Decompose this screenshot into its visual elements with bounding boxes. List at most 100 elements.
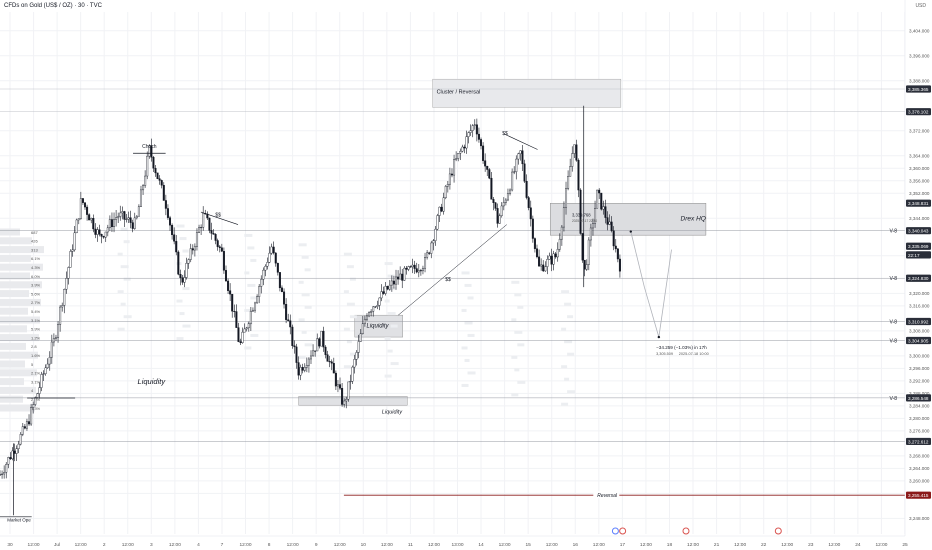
level-label: V-8 [889,319,897,325]
candle-body [108,219,111,229]
time-tick-label: 13:00 [451,542,463,548]
candle-body [131,222,134,229]
candle-body [357,341,360,353]
profile-label: 5 [31,362,34,367]
candle-body [424,257,427,269]
drex-label: Drex HQ [681,215,706,222]
cluster-bar [567,390,576,394]
candle-body [30,407,33,425]
candle-body [235,311,238,328]
price-axis[interactable]: 3,404.000 3,396.000 3,388.000 3,372.000 3,36… [904,0,932,550]
candle-body [328,361,331,363]
candle-body [486,165,489,170]
candle-body [585,264,588,270]
candle-body [256,296,259,304]
time-tick-label: 18 [667,542,673,548]
price-tag-label: 3,272.612 [908,439,929,444]
candle-body [59,306,62,325]
candle-body [542,264,545,272]
candle-body [113,219,116,228]
candle-body [86,206,89,215]
candle-body [231,293,234,312]
time-tick-label: Jul [54,542,60,548]
candles [0,105,621,516]
candle-body [1,473,4,475]
cluster-bar [514,368,520,372]
price-tag-label: 3,255.415 [908,493,929,498]
time-tick-label: 15 [525,542,531,548]
price-tag [906,336,931,345]
candle-body [554,253,557,258]
dollar-label-1: $$ [215,212,221,218]
candle-body [426,252,429,258]
candle-body [169,217,172,226]
candle-body [334,372,337,387]
cluster-bar [247,283,256,287]
time-tick-label: 24 [855,542,861,548]
candle-body [320,330,323,347]
candle-body [535,248,538,258]
cluster-bar [564,302,572,306]
cluster-bar [301,255,309,259]
candle-body [612,230,615,247]
candle-body [88,214,91,221]
price-tick-label: 3,248.000 [909,516,930,521]
profile-label: 1.2% [31,335,41,340]
event-icon [611,527,619,535]
candle-body [110,219,113,228]
price-tick-label: 3,264.000 [909,466,930,471]
candle-body [84,202,87,208]
cluster-bar [467,296,474,300]
candle-body [322,330,325,348]
price-tick-label: 3,268.000 [909,454,930,459]
profile-label: 4 [31,388,34,393]
candle-body [280,287,283,293]
candle-body [21,426,24,435]
candle-body [222,251,225,271]
price-tick-label: 3,260.000 [909,479,930,484]
profile-bar [0,237,32,245]
cluster-bar [182,287,190,291]
candle-body [376,305,379,307]
candle-body [453,159,456,176]
cluster-bar [387,349,393,353]
candle-body [351,366,354,382]
candle-body [237,327,240,342]
level-label: V-8 [889,396,897,402]
candle-body [220,247,223,252]
candle-body [115,217,118,220]
candle-body [249,310,252,324]
candle-body [90,218,93,221]
candle-body [602,206,605,210]
profile-label: 2.7% [31,300,41,305]
projection-start-point [629,230,632,233]
time-axis[interactable]: 30 12:00 Jul 12:00 2 12:00 3 12:00 4 7 12:00 8 12:00… [0,527,932,550]
candle-body [477,133,480,140]
sweep-line-2 [503,133,538,150]
candle-body [23,426,26,429]
price-tag [906,227,931,235]
candle-body [272,246,275,254]
candle-body [195,232,198,247]
cluster-bar [346,265,354,269]
price-tag [906,317,931,326]
cluster-bar [514,330,523,334]
projection-target-point [657,335,661,339]
candle-body [490,177,493,200]
candle-body [173,234,176,242]
price-tag [906,199,931,207]
time-tick-label: 21 [714,542,720,548]
candle-body [283,291,286,305]
price-tick-label: 3,396.000 [909,54,930,59]
candle-body [185,263,188,278]
price-tag-label: 3,340.043 [908,229,929,234]
candle-body [54,337,57,339]
candle-body [164,200,167,209]
candle-body [262,269,265,280]
candle-body [469,130,472,133]
reversal-label-bg [593,491,620,499]
cluster-bar [176,337,184,341]
candle-body [5,464,8,473]
time-tick-label: 16 [573,542,579,548]
